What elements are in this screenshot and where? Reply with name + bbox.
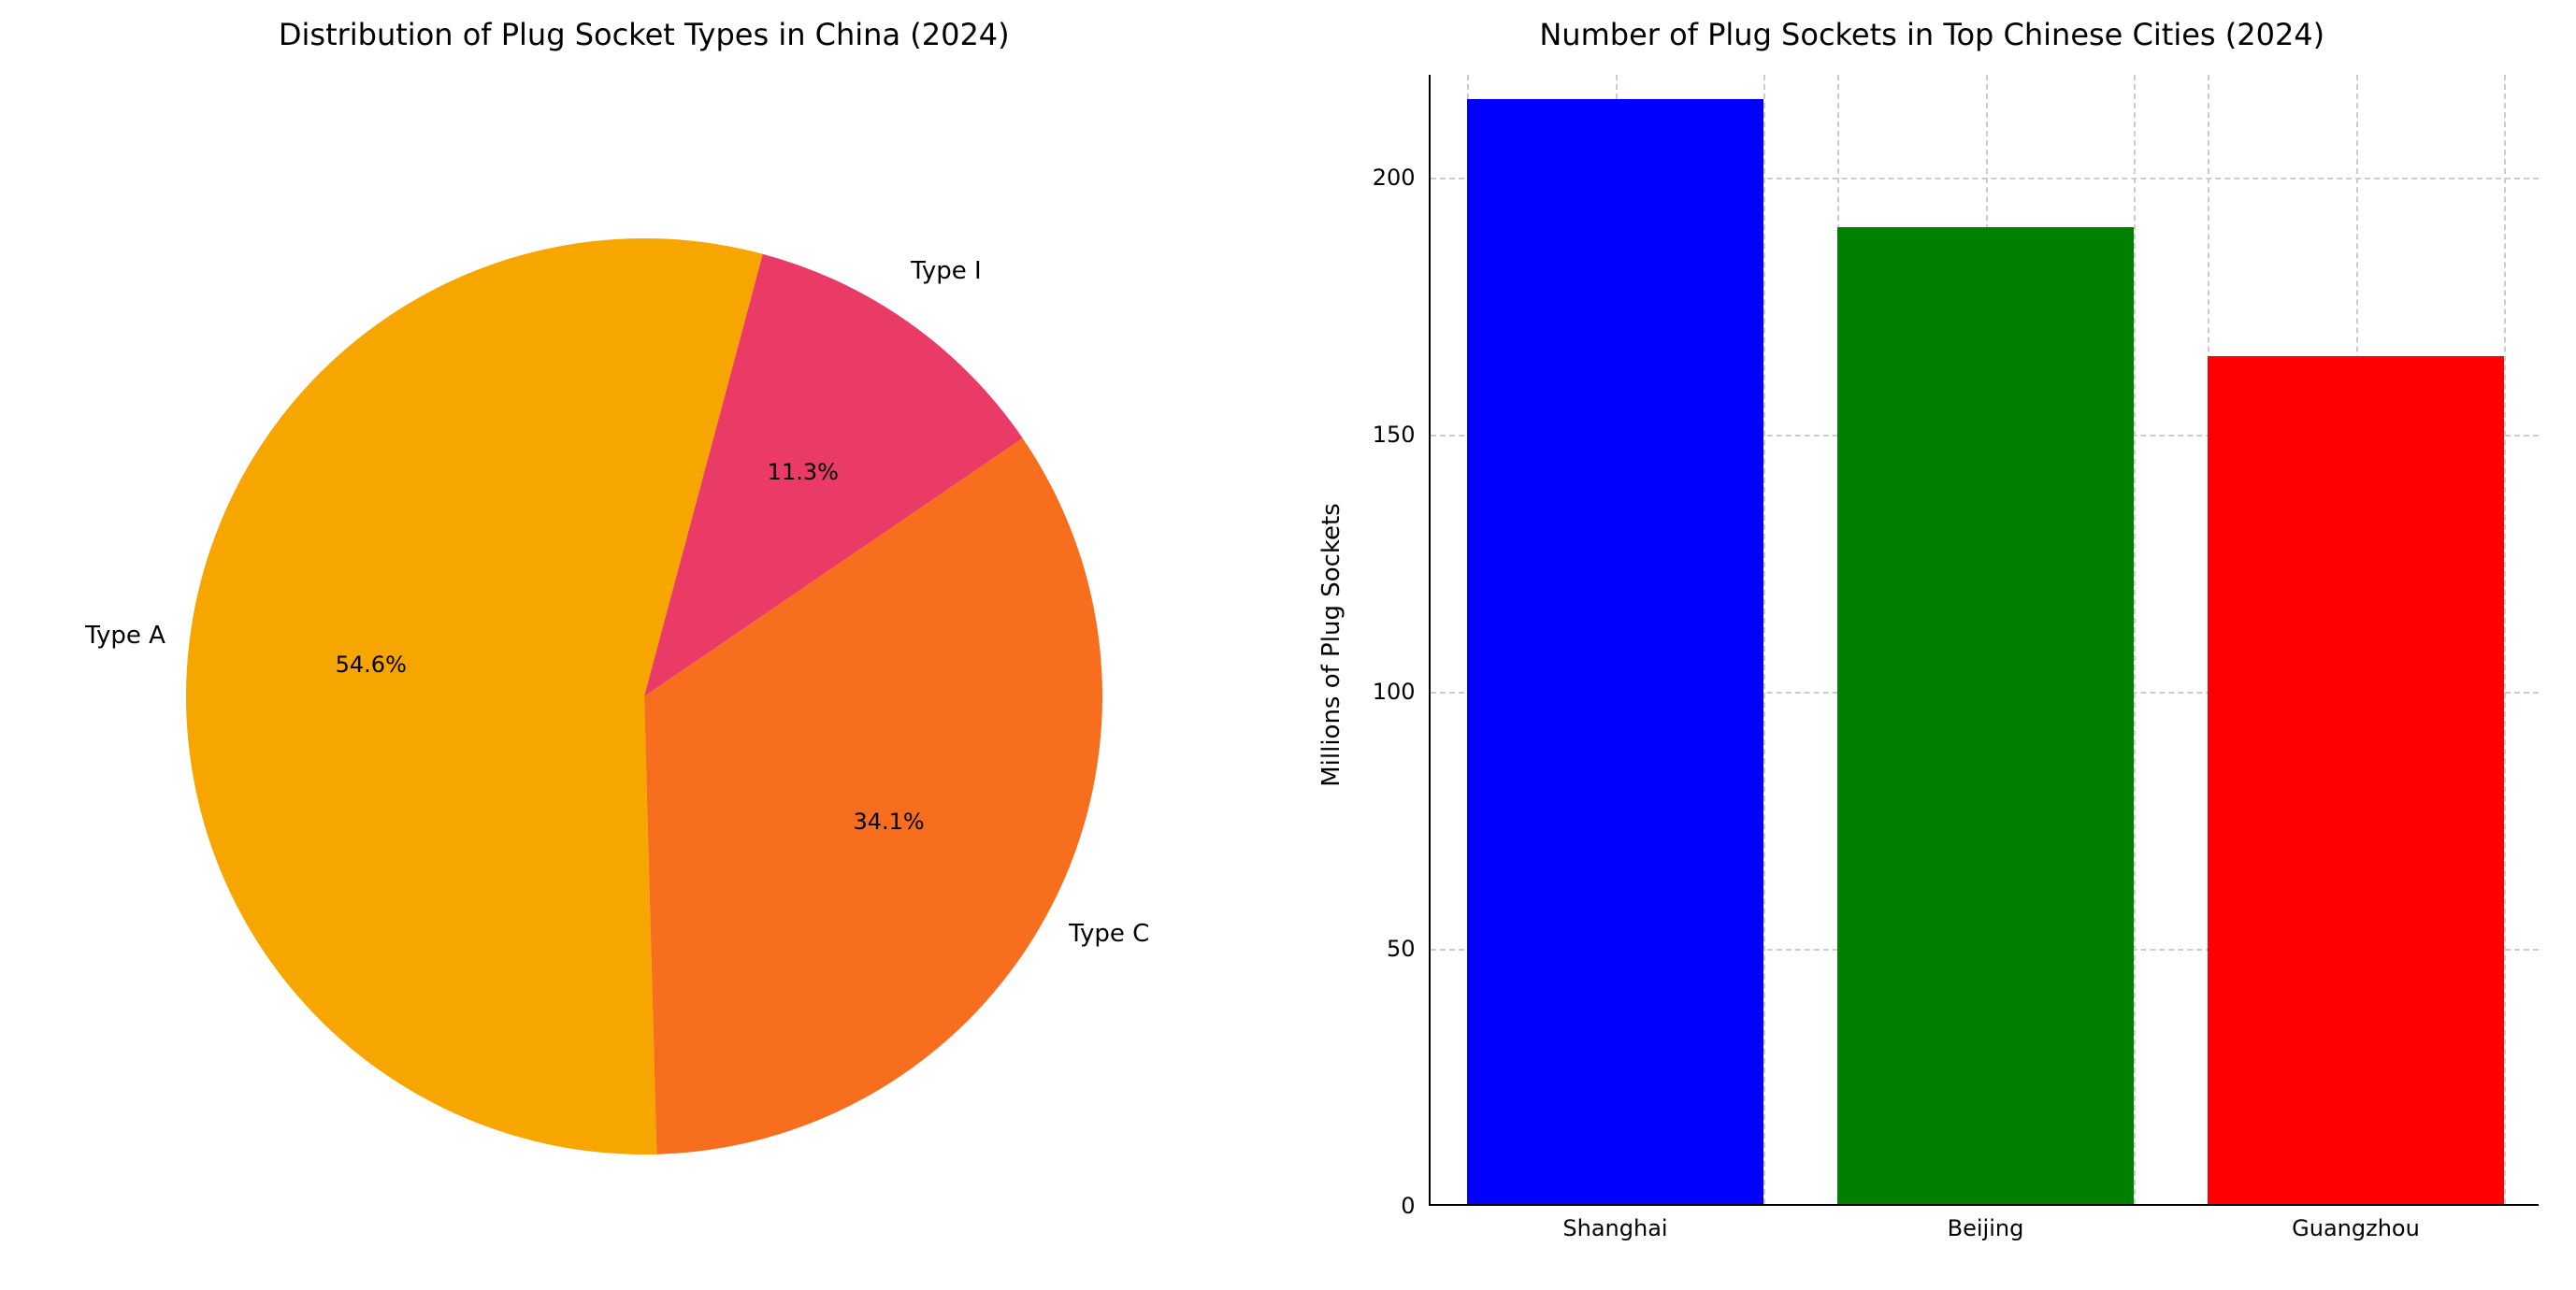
pie-pct-label: 11.3% [768, 459, 839, 485]
pie-slice-label: Type A [85, 622, 165, 650]
pie-slice-label: Type C [1069, 920, 1149, 948]
x-gridline [2504, 75, 2506, 1204]
bar-plot-area: 050100150200ShanghaiBeijingGuangzhou [1429, 75, 2540, 1206]
bar [2208, 356, 2504, 1205]
y-tick-label: 50 [1387, 936, 1416, 962]
x-gridline [2134, 75, 2136, 1204]
x-gridline [1763, 75, 1765, 1204]
x-tick-label: Guangzhou [2292, 1215, 2420, 1241]
y-tick-label: 100 [1373, 679, 1416, 705]
y-tick-label: 0 [1401, 1193, 1415, 1219]
pie-pct-label: 54.6% [336, 652, 407, 678]
bar-title: Number of Plug Sockets in Top Chinese Ci… [1288, 17, 2576, 52]
bar-ylabel: Millions of Plug Sockets [1317, 503, 1346, 787]
y-tick-label: 200 [1373, 165, 1416, 191]
x-tick-label: Beijing [1948, 1215, 2024, 1241]
bar-panel: Number of Plug Sockets in Top Chinese Ci… [1288, 0, 2576, 1290]
pie-title: Distribution of Plug Socket Types in Chi… [0, 17, 1288, 52]
x-tick-label: Shanghai [1562, 1215, 1667, 1241]
pie-pct-label: 34.1% [853, 809, 924, 835]
pie-slice-label: Type I [911, 257, 982, 285]
pie-svg [186, 238, 1102, 1154]
bar [1467, 99, 1763, 1205]
pie-chart: 54.6%Type A34.1%Type C11.3%Type I [186, 238, 1102, 1154]
bar [1837, 227, 2134, 1204]
y-tick-label: 150 [1373, 422, 1416, 448]
pie-panel: Distribution of Plug Socket Types in Chi… [0, 0, 1288, 1290]
